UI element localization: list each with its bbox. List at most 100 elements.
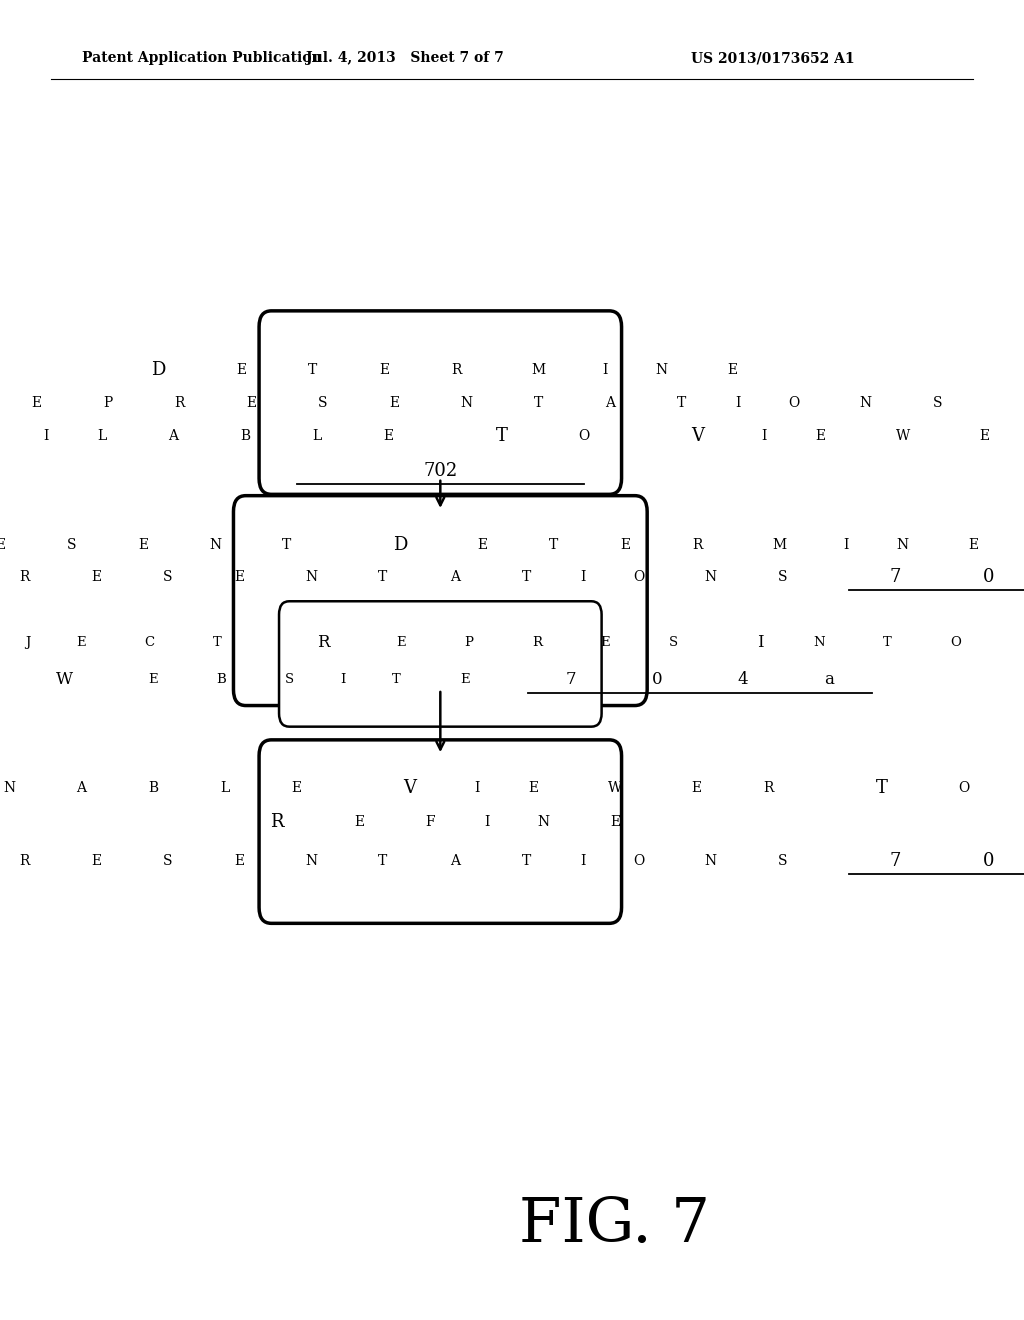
Text: I: I (580, 570, 586, 583)
FancyBboxPatch shape (279, 602, 601, 726)
Text: N: N (305, 570, 317, 583)
Text: E: E (354, 816, 364, 829)
Text: E: E (234, 570, 245, 583)
Text: N: N (860, 396, 871, 409)
Text: I: I (602, 363, 607, 376)
Text: S: S (777, 570, 787, 583)
Text: 4: 4 (737, 672, 749, 688)
Text: E: E (91, 854, 101, 867)
Text: 7: 7 (565, 672, 577, 688)
Text: R: R (531, 636, 542, 649)
Text: R: R (692, 539, 702, 552)
Text: O: O (958, 781, 970, 795)
Text: I: I (484, 816, 489, 829)
Text: A: A (77, 781, 86, 795)
Text: I: I (580, 854, 586, 867)
Text: S: S (777, 854, 787, 867)
Text: V: V (403, 779, 416, 797)
Text: E: E (138, 539, 148, 552)
Text: E: E (980, 429, 989, 442)
FancyBboxPatch shape (259, 312, 622, 495)
Text: R: R (763, 781, 774, 795)
Text: E: E (384, 429, 393, 442)
Text: S: S (318, 396, 328, 409)
Text: S: S (163, 854, 173, 867)
Text: T: T (521, 854, 531, 867)
Text: I: I (43, 429, 48, 442)
Text: N: N (814, 636, 825, 649)
FancyBboxPatch shape (259, 739, 622, 924)
Text: L: L (220, 781, 229, 795)
Text: D: D (152, 360, 166, 379)
Text: R: R (19, 570, 30, 583)
Text: S: S (933, 396, 942, 409)
Text: A: A (169, 429, 178, 442)
Text: T: T (378, 570, 388, 583)
Text: I: I (843, 539, 849, 552)
Text: E: E (77, 636, 86, 649)
Text: E: E (0, 539, 5, 552)
Text: O: O (579, 429, 590, 442)
Text: W: W (608, 781, 622, 795)
Text: N: N (705, 570, 717, 583)
Text: T: T (883, 636, 892, 649)
Text: R: R (269, 813, 284, 832)
Text: S: S (67, 539, 77, 552)
Text: N: N (655, 363, 667, 376)
Text: L: L (312, 429, 322, 442)
Text: T: T (876, 779, 888, 797)
Text: E: E (292, 781, 301, 795)
Text: E: E (728, 363, 737, 376)
Text: T: T (282, 539, 292, 552)
Text: T: T (378, 854, 388, 867)
Text: a: a (824, 672, 834, 688)
Text: S: S (669, 636, 678, 649)
Text: T: T (521, 570, 531, 583)
FancyBboxPatch shape (233, 495, 647, 705)
Text: E: E (528, 781, 538, 795)
Text: Jul. 4, 2013   Sheet 7 of 7: Jul. 4, 2013 Sheet 7 of 7 (305, 51, 504, 65)
Text: F: F (426, 816, 435, 829)
Text: O: O (634, 854, 644, 867)
Text: 0: 0 (651, 672, 663, 688)
Text: E: E (969, 539, 979, 552)
Text: O: O (788, 396, 800, 409)
Text: B: B (216, 673, 226, 686)
Text: P: P (464, 636, 473, 649)
Text: N: N (461, 396, 472, 409)
Text: E: E (600, 636, 609, 649)
Text: T: T (308, 363, 317, 376)
Text: O: O (634, 570, 644, 583)
Text: T: T (392, 673, 401, 686)
Text: FIG. 7: FIG. 7 (519, 1195, 710, 1255)
Text: A: A (450, 570, 460, 583)
Text: E: E (621, 539, 631, 552)
Text: E: E (610, 816, 620, 829)
Text: W: W (55, 672, 73, 688)
Text: N: N (209, 539, 221, 552)
Text: T: T (534, 396, 543, 409)
Text: S: S (285, 673, 294, 686)
Text: E: E (91, 570, 101, 583)
Text: N: N (4, 781, 15, 795)
Text: I: I (340, 673, 346, 686)
Text: R: R (174, 396, 185, 409)
Text: R: R (317, 635, 330, 651)
Text: I: I (735, 396, 740, 409)
Text: E: E (234, 854, 245, 867)
Text: T: T (677, 396, 686, 409)
Text: N: N (538, 816, 549, 829)
Text: T: T (549, 539, 559, 552)
Text: A: A (605, 396, 614, 409)
Text: L: L (97, 429, 106, 442)
Text: N: N (705, 854, 717, 867)
Text: I: I (758, 635, 764, 651)
Text: M: M (531, 363, 545, 376)
Text: E: E (460, 673, 469, 686)
Text: R: R (451, 363, 462, 376)
Text: I: I (474, 781, 479, 795)
Text: N: N (896, 539, 908, 552)
Text: M: M (772, 539, 786, 552)
Text: S: S (163, 570, 173, 583)
Text: W: W (896, 429, 909, 442)
